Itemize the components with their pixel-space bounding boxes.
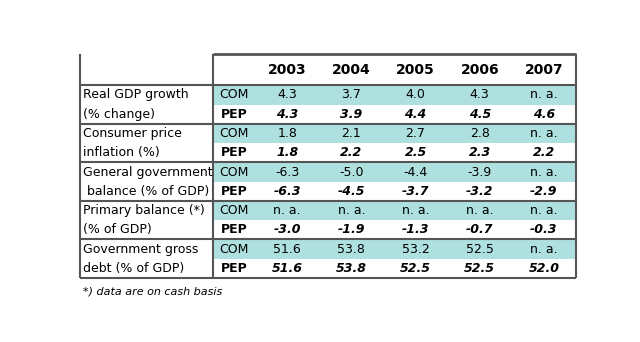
Text: -3.0: -3.0 [273, 223, 301, 236]
Text: 53.8: 53.8 [336, 262, 367, 275]
Text: 53.8: 53.8 [337, 242, 365, 255]
Text: 2005: 2005 [396, 63, 435, 77]
Text: 2.8: 2.8 [470, 127, 490, 140]
Text: -4.5: -4.5 [338, 185, 365, 198]
Text: General government: General government [83, 166, 212, 179]
Text: 4.3: 4.3 [470, 89, 490, 102]
Bar [213, 259, 576, 278]
Text: n. a.: n. a. [337, 204, 365, 217]
Text: n. a.: n. a. [530, 89, 557, 102]
Bar [213, 85, 576, 105]
Text: -1.9: -1.9 [338, 223, 365, 236]
Bar [80, 54, 576, 85]
Bar [213, 220, 576, 239]
Text: 4.4: 4.4 [404, 108, 427, 121]
Text: -0.7: -0.7 [466, 223, 493, 236]
Text: -2.9: -2.9 [530, 185, 557, 198]
Text: -5.0: -5.0 [339, 166, 364, 179]
Text: 52.5: 52.5 [464, 262, 495, 275]
Text: 2003: 2003 [268, 63, 307, 77]
Text: 2.2: 2.2 [532, 146, 555, 159]
Text: 4.6: 4.6 [532, 108, 555, 121]
Bar [213, 143, 576, 162]
Text: (% change): (% change) [83, 108, 155, 121]
Text: -1.3: -1.3 [402, 223, 429, 236]
Text: 4.5: 4.5 [468, 108, 491, 121]
Text: 2.1: 2.1 [342, 127, 361, 140]
Text: n. a.: n. a. [530, 127, 557, 140]
Text: Government gross: Government gross [83, 242, 198, 255]
Text: PEP: PEP [221, 262, 248, 275]
Bar [80, 239, 213, 278]
Text: 1.8: 1.8 [277, 127, 297, 140]
Text: COM: COM [220, 89, 249, 102]
Bar [80, 201, 213, 239]
Text: n. a.: n. a. [466, 204, 493, 217]
Text: (% of GDP): (% of GDP) [83, 223, 152, 236]
Text: COM: COM [220, 242, 249, 255]
Text: 1.8: 1.8 [276, 146, 298, 159]
Text: 51.6: 51.6 [271, 262, 303, 275]
Bar [80, 85, 213, 124]
Text: 2004: 2004 [332, 63, 371, 77]
Text: -0.3: -0.3 [530, 223, 557, 236]
Text: COM: COM [220, 127, 249, 140]
Text: n. a.: n. a. [530, 166, 557, 179]
Text: -6.3: -6.3 [273, 185, 301, 198]
Text: PEP: PEP [221, 185, 248, 198]
Text: 2.3: 2.3 [468, 146, 491, 159]
Text: balance (% of GDP): balance (% of GDP) [83, 185, 209, 198]
Text: Real GDP growth: Real GDP growth [83, 89, 189, 102]
Text: -3.7: -3.7 [402, 185, 429, 198]
Text: 3.9: 3.9 [340, 108, 362, 121]
Text: 4.0: 4.0 [406, 89, 426, 102]
Text: 2.7: 2.7 [406, 127, 426, 140]
Bar [80, 124, 213, 162]
Bar [213, 182, 576, 201]
Text: n. a.: n. a. [273, 204, 301, 217]
Text: -3.2: -3.2 [466, 185, 493, 198]
Text: 4.3: 4.3 [276, 108, 298, 121]
Text: -4.4: -4.4 [403, 166, 428, 179]
Text: 2006: 2006 [460, 63, 499, 77]
Text: COM: COM [220, 166, 249, 179]
Text: 3.7: 3.7 [341, 89, 362, 102]
Text: 53.2: 53.2 [402, 242, 429, 255]
Bar [213, 239, 576, 259]
Bar [213, 105, 576, 124]
Text: 52.5: 52.5 [400, 262, 431, 275]
Text: n. a.: n. a. [530, 242, 557, 255]
Text: 4.3: 4.3 [277, 89, 297, 102]
Text: PEP: PEP [221, 223, 248, 236]
Text: 52.0: 52.0 [529, 262, 559, 275]
Text: n. a.: n. a. [402, 204, 429, 217]
Text: COM: COM [220, 204, 249, 217]
Text: Primary balance (*): Primary balance (*) [83, 204, 205, 217]
Text: 2.2: 2.2 [340, 146, 362, 159]
Text: 2.5: 2.5 [404, 146, 427, 159]
Text: 52.5: 52.5 [466, 242, 493, 255]
Text: n. a.: n. a. [530, 204, 557, 217]
Text: Consumer price: Consumer price [83, 127, 182, 140]
Bar [213, 201, 576, 220]
Text: -3.9: -3.9 [468, 166, 492, 179]
Text: inflation (%): inflation (%) [83, 146, 160, 159]
Text: PEP: PEP [221, 108, 248, 121]
Bar [213, 162, 576, 182]
Text: 2007: 2007 [525, 63, 563, 77]
Text: PEP: PEP [221, 146, 248, 159]
Text: -6.3: -6.3 [275, 166, 300, 179]
Text: 51.6: 51.6 [273, 242, 301, 255]
Bar [213, 124, 576, 143]
Text: debt (% of GDP): debt (% of GDP) [83, 262, 184, 275]
Text: *) data are on cash basis: *) data are on cash basis [83, 286, 222, 296]
Bar [80, 162, 213, 201]
